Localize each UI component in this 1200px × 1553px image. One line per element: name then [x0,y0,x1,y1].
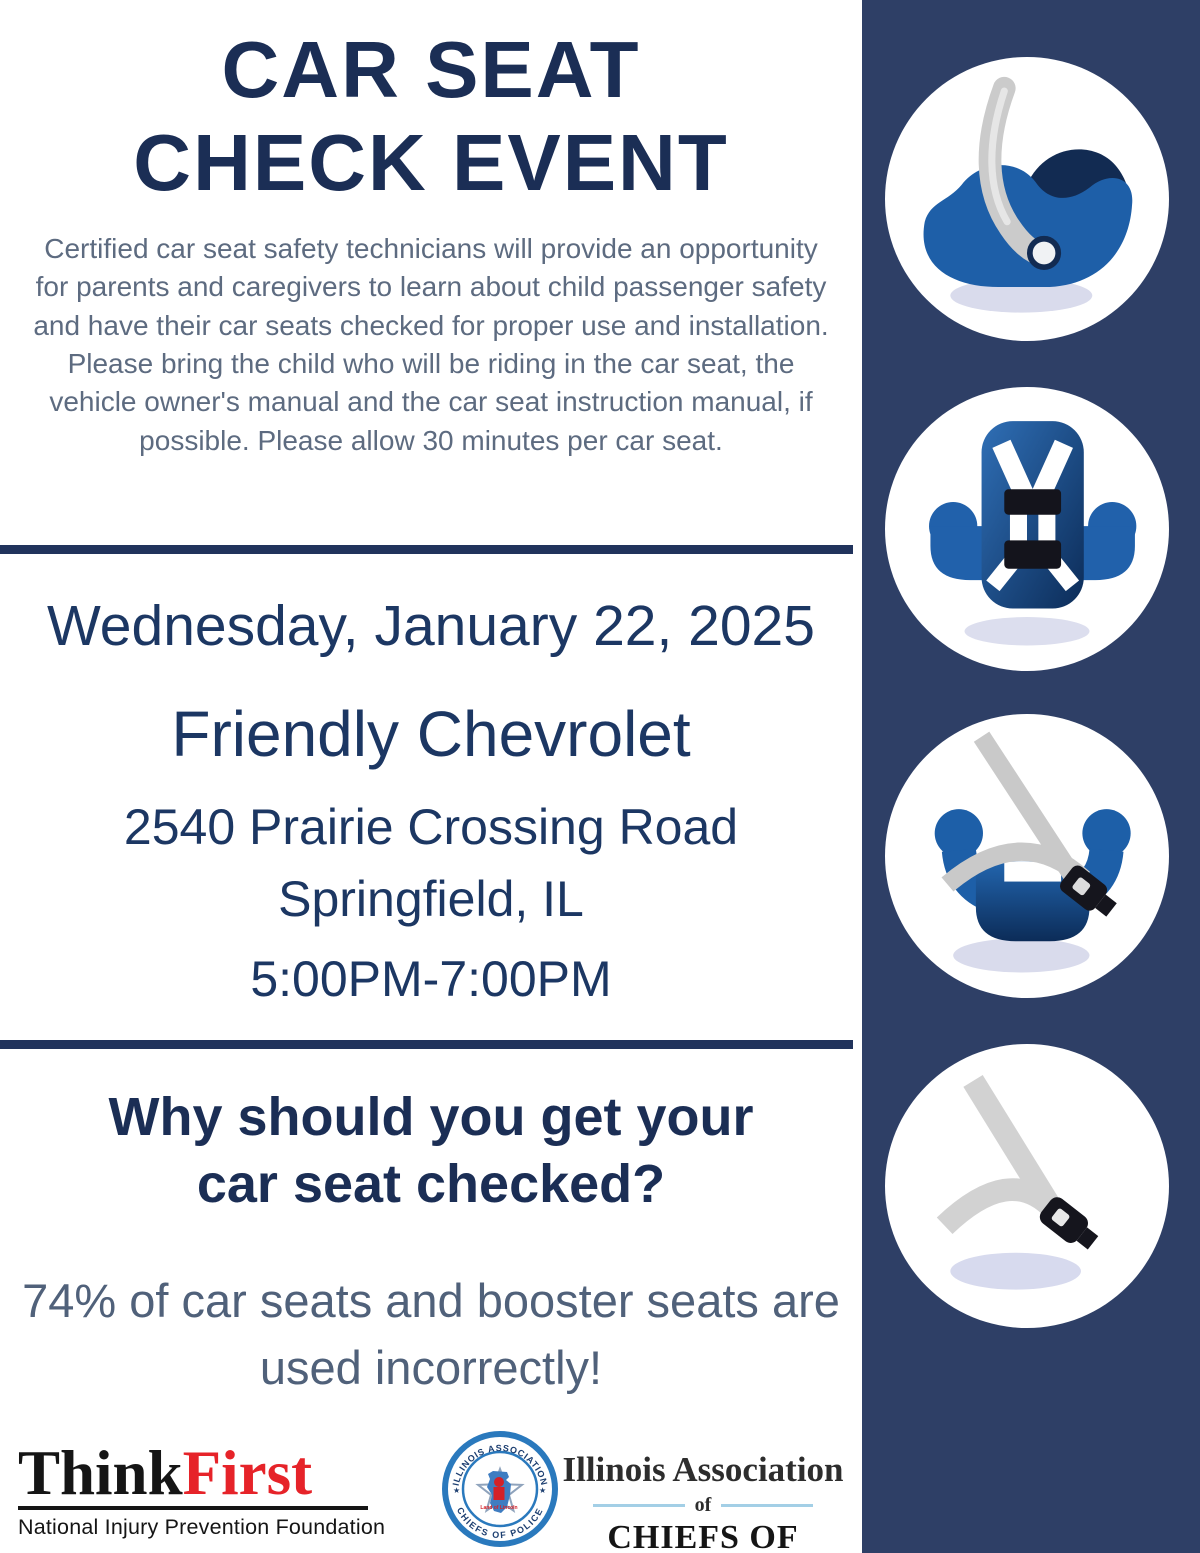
stat-text: 74% of car seats and booster seats are u… [0,1268,862,1401]
badge-star-left: ★ [453,1486,460,1495]
divider-bar-top [0,545,853,554]
page-title-line1: CAR SEAT [221,25,641,114]
thinkfirst-word-first: First [182,1438,313,1508]
event-date: Wednesday, January 22, 2025 [47,594,815,658]
sidebar [862,0,1200,1553]
iacp-line1: Illinois Association [562,1450,844,1489]
iacp-badge-icon: ILLINOIS ASSOCIATION CHIEFS OF POLICE ★ … [442,1431,558,1547]
infant-car-seat-icon [923,76,1133,313]
icon-circle-1 [885,57,1169,341]
iacp-wordmark: Illinois Association of CHIEFS OF POLICE [562,1450,844,1553]
thinkfirst-tagline: National Injury Prevention Foundation [18,1515,386,1540]
iacp-rule-left [592,1503,685,1507]
event-address: 2540 Prairie Crossing Road [123,799,739,855]
thinkfirst-logo: ThinkFirst National Injury Prevention Fo… [18,1441,386,1540]
icon-circle-4 [885,1044,1169,1328]
iacp-of-row: of [562,1494,844,1517]
page-title: CAR SEAT CHECK EVENT [0,24,862,210]
event-description: Certified car seat safety technicians wi… [33,233,829,456]
divider-bar-bottom [0,1040,853,1049]
thinkfirst-word-think: Think [18,1438,183,1508]
badge-star-right: ★ [539,1486,546,1495]
iacp-line3: CHIEFS OF POLICE [607,1518,799,1553]
why-heading: Why should you get your car seat checked… [0,1084,862,1218]
event-venue: Friendly Chevrolet [171,698,691,770]
event-city: Springfield, IL [278,871,584,927]
page-title-line2: CHECK EVENT [133,117,729,207]
badge-center-text: Land of Lincoln [480,1505,517,1511]
iacp-rule-right [721,1503,814,1507]
event-time: 5:00PM-7:00PM [250,951,612,1007]
why-heading-text: Why should you get your car seat checked… [108,1087,754,1214]
icon-circle-2 [885,387,1169,671]
seat-belt-icon [936,1074,1099,1290]
stat-text-inner: 74% of car seats and booster seats are u… [22,1274,840,1394]
convertible-car-seat-icon [929,421,1137,646]
thinkfirst-underline [18,1506,368,1511]
icon-circle-3 [885,714,1169,998]
booster-seat-icon [934,731,1131,973]
thinkfirst-wordmark: ThinkFirst [18,1441,368,1505]
badge-lincoln-body [493,1487,505,1500]
badge-lincoln-head [494,1477,504,1487]
iacp-line2: of [694,1493,712,1516]
